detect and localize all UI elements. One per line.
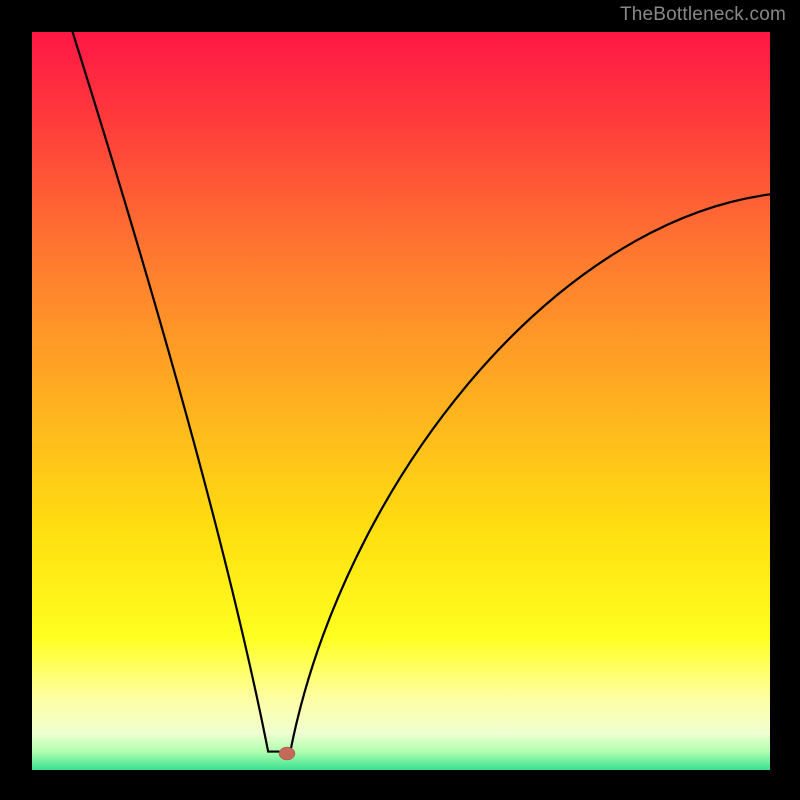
chart-container: TheBottleneck.com (0, 0, 800, 800)
attribution-text: TheBottleneck.com (620, 4, 786, 26)
bottleneck-curve (32, 32, 770, 770)
plot-area (32, 32, 770, 770)
optimum-marker (277, 745, 297, 762)
